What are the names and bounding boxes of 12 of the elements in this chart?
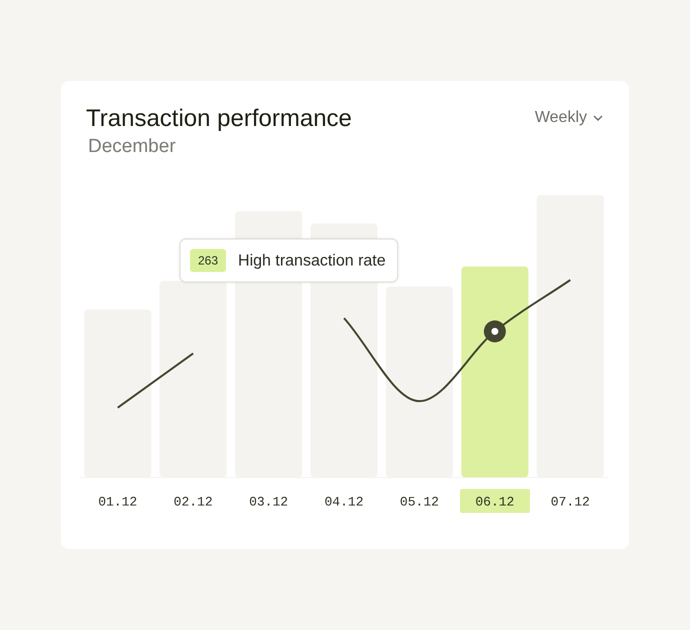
annotation: High transaction rate: [238, 252, 386, 270]
chart-title: Transaction performance: [86, 105, 352, 133]
x-tick-label: 02.12: [174, 494, 213, 510]
x-tick-label: 03.12: [249, 494, 288, 510]
x-tick-label: 05.12: [400, 494, 439, 510]
chart-subtitle: December: [88, 136, 176, 158]
x-tick-label: 04.12: [324, 494, 364, 510]
x-tick-label: 06.12: [475, 494, 514, 510]
annotation: 263: [198, 253, 218, 268]
x-tick-label: 01.12: [98, 494, 138, 510]
x-tick-label: 07.12: [550, 494, 590, 510]
text: Weekly: [534, 109, 587, 127]
